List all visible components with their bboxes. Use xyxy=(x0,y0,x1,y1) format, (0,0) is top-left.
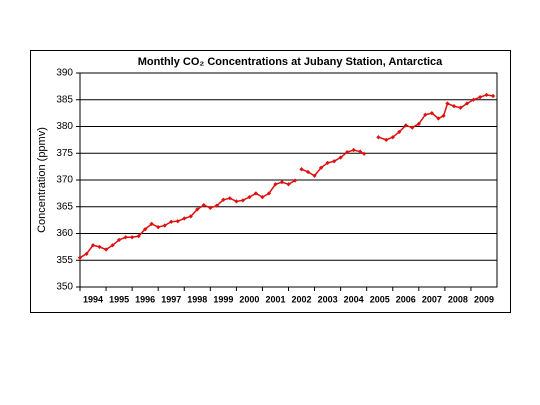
data-point xyxy=(110,243,115,248)
x-tick-label: 2008 xyxy=(448,294,468,304)
data-point xyxy=(169,219,174,224)
y-axis-label: Concentration (ppmv) xyxy=(36,127,48,233)
x-tick-label: 2006 xyxy=(396,294,416,304)
data-point xyxy=(312,173,317,178)
data-point xyxy=(234,199,239,204)
data-point xyxy=(286,182,291,187)
x-tick-label: 2001 xyxy=(265,294,285,304)
data-point xyxy=(97,244,102,249)
data-point xyxy=(279,180,285,185)
data-point xyxy=(240,198,246,203)
data-point xyxy=(299,167,304,172)
x-tick-label: 2000 xyxy=(239,294,259,304)
data-point xyxy=(136,234,141,239)
data-point xyxy=(103,247,109,252)
data-point xyxy=(260,194,265,200)
data-point xyxy=(221,197,226,202)
chart-title: Monthly CO₂ Concentrations at Jubany Sta… xyxy=(138,56,443,68)
data-point xyxy=(162,223,167,228)
x-tick-label: 1997 xyxy=(161,294,181,304)
data-point xyxy=(156,224,161,230)
y-tick-label: 350 xyxy=(56,282,73,293)
y-tick-label: 385 xyxy=(56,94,73,105)
data-point xyxy=(351,147,356,153)
x-tick-label: 1998 xyxy=(187,294,207,304)
x-tick-label: 1999 xyxy=(213,294,233,304)
data-point xyxy=(175,219,180,224)
data-point xyxy=(345,150,350,155)
data-point xyxy=(130,235,135,240)
data-point xyxy=(195,207,200,212)
data-point xyxy=(384,137,389,142)
y-tick-label: 360 xyxy=(56,228,73,239)
data-point xyxy=(90,243,96,248)
data-point xyxy=(214,203,219,208)
x-tick-label: 1995 xyxy=(109,294,129,304)
data-point xyxy=(143,227,148,232)
data-point xyxy=(390,135,395,140)
data-point xyxy=(227,196,232,201)
data-point xyxy=(116,237,122,243)
data-point xyxy=(247,194,252,200)
data-point xyxy=(188,214,193,219)
data-point xyxy=(331,159,337,164)
data-point xyxy=(361,151,367,156)
data-point xyxy=(318,165,324,170)
x-tick-label: 2002 xyxy=(292,294,312,304)
y-tick-label: 370 xyxy=(56,175,73,186)
data-point xyxy=(123,235,128,240)
y-tick-label: 365 xyxy=(56,201,73,212)
x-tick-label: 1996 xyxy=(135,294,155,304)
data-point xyxy=(149,221,154,226)
chart-frame xyxy=(30,50,511,313)
y-tick-label: 380 xyxy=(56,121,73,132)
data-point xyxy=(201,203,206,208)
data-point xyxy=(305,169,311,175)
data-point xyxy=(376,135,381,140)
data-point xyxy=(182,216,187,221)
data-point xyxy=(266,191,272,196)
x-tick-label: 2003 xyxy=(318,294,338,304)
data-point xyxy=(358,149,363,154)
data-point xyxy=(325,160,330,166)
data-point xyxy=(338,155,343,160)
x-tick-label: 2009 xyxy=(474,294,494,304)
x-tick-label: 2005 xyxy=(370,294,390,304)
y-tick-label: 375 xyxy=(56,148,73,159)
x-tick-label: 2007 xyxy=(422,294,442,304)
data-point xyxy=(84,251,89,256)
y-tick-label: 355 xyxy=(56,255,73,266)
data-point xyxy=(273,182,278,187)
x-tick-label: 2004 xyxy=(344,294,364,304)
data-point xyxy=(292,178,298,183)
data-point xyxy=(208,205,213,210)
y-tick-label: 390 xyxy=(56,68,73,79)
data-point xyxy=(397,129,402,134)
data-point xyxy=(253,191,259,196)
x-tick-label: 1994 xyxy=(83,294,103,304)
